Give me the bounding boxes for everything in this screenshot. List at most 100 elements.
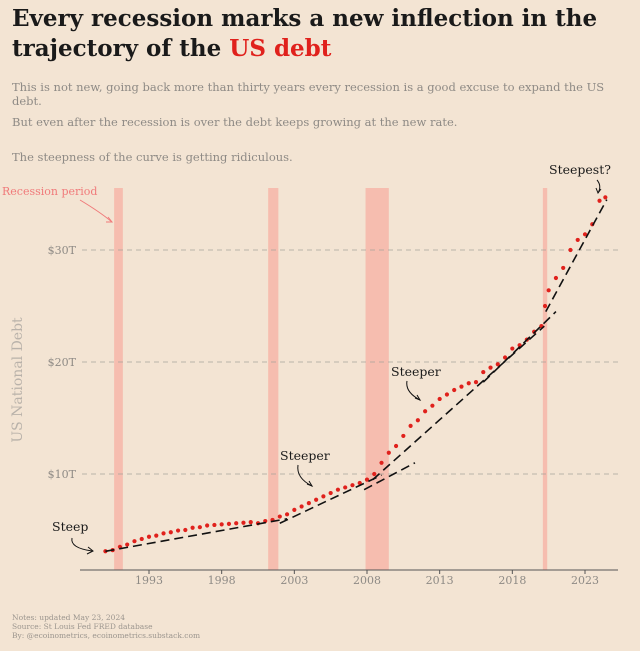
data-point (459, 384, 464, 389)
trend-line-4 (372, 325, 545, 481)
data-point (568, 247, 573, 253)
data-point (582, 232, 588, 237)
data-point (219, 522, 224, 527)
y-axis-ticks: $10T $20T $30T (48, 244, 77, 481)
data-point (161, 531, 166, 536)
x-tick-label: 2018 (498, 574, 526, 587)
annotation-steep-arrowhead (86, 546, 94, 555)
data-point (197, 525, 202, 530)
data-point (401, 433, 406, 439)
annotation-steeper-1-arrowhead (306, 480, 314, 488)
recession-band-3 (365, 188, 389, 570)
notes-source: Source: St Louis Fed FRED database (12, 622, 153, 631)
x-tick-label: 1993 (135, 574, 163, 587)
y-tick-label: $20T (48, 356, 77, 369)
data-point (473, 380, 479, 385)
y-tick-label: $10T (48, 468, 77, 481)
subtitle-3: The steepness of the curve is getting ri… (12, 150, 293, 164)
data-point (437, 396, 442, 402)
trend-line-5 (482, 311, 557, 383)
annotation-steeper-1: Steeper (280, 448, 330, 463)
y-tick-label: $30T (48, 244, 77, 257)
trend-line-3 (363, 462, 416, 491)
data-point (146, 534, 152, 539)
data-point (343, 485, 348, 490)
data-point (168, 530, 173, 535)
annotation-steeper-2-arrowhead (414, 394, 422, 402)
data-point (306, 501, 311, 506)
data-point (328, 490, 333, 496)
data-point (350, 483, 355, 488)
data-point (125, 542, 130, 547)
data-point (335, 487, 341, 492)
x-tick-label: 2008 (353, 574, 381, 587)
data-point (190, 525, 195, 530)
recession-band-1 (114, 188, 123, 570)
title-text: Every recession marks a new inflection i… (12, 5, 598, 62)
grid-lines (82, 249, 618, 475)
data-point (386, 450, 391, 455)
data-point (321, 494, 326, 499)
data-point (132, 539, 137, 544)
data-point (444, 392, 450, 397)
trend-line-2 (279, 474, 382, 525)
data-point (372, 471, 377, 477)
data-point (423, 409, 428, 414)
notes-author: By: @ecoinometrics, ecoinometrics.substa… (12, 631, 201, 640)
x-axis-ticks: 1993 1998 2003 2008 2013 2018 2023 (135, 570, 599, 587)
data-point (495, 362, 500, 367)
data-point (488, 365, 493, 370)
data-point (575, 237, 580, 243)
data-point (597, 198, 602, 203)
recession-label-arrow (79, 199, 113, 223)
data-point (481, 369, 486, 375)
trend-line-1 (105, 518, 288, 553)
data-point (234, 521, 239, 526)
recession-band-2 (268, 188, 279, 570)
data-point (299, 504, 304, 509)
data-point (139, 536, 144, 542)
trend-lines (105, 199, 608, 553)
data-point (502, 355, 508, 360)
data-point (510, 346, 515, 351)
data-point (553, 275, 559, 281)
trend-line-6 (545, 199, 608, 312)
chart-title: Every recession marks a new inflection i… (12, 4, 632, 64)
data-point (415, 418, 420, 423)
data-point (466, 381, 471, 386)
data-point (542, 303, 548, 309)
data-point (314, 497, 319, 502)
annotation-steeper-2: Steeper (391, 364, 441, 379)
data-point (408, 423, 413, 428)
data-point (292, 507, 297, 512)
annotation-steepest: Steepest? (549, 162, 611, 177)
recession-bands (114, 188, 548, 570)
data-point (357, 480, 362, 486)
data-point (175, 528, 181, 533)
data-point (277, 514, 282, 519)
data-point (561, 265, 566, 271)
data-point (205, 523, 210, 528)
data-point (546, 288, 551, 293)
y-axis-label: US National Debt (10, 317, 26, 443)
x-tick-label: 1998 (208, 574, 236, 587)
data-point (284, 512, 290, 517)
data-point (212, 522, 217, 528)
title-highlight: US debt (229, 35, 332, 62)
x-tick-label: 2013 (426, 574, 454, 587)
data-point (517, 343, 522, 348)
data-points (103, 195, 608, 554)
data-point (226, 521, 232, 526)
data-point (154, 533, 159, 538)
recession-band-4 (542, 188, 548, 570)
data-point (430, 403, 435, 408)
notes-updated: Notes: updated May 23, 2024 (12, 613, 126, 622)
data-point (183, 527, 188, 533)
subtitle-2: But even after the recession is over the… (12, 115, 458, 129)
x-tick-label: 2003 (280, 574, 308, 587)
chart-notes: Notes: updated May 23, 2024 Source: St L… (12, 613, 200, 640)
data-point (241, 520, 246, 525)
annotation-steep-arrow (71, 537, 93, 552)
subtitle-1: This is not new, going back more than th… (12, 80, 605, 108)
recession-label-arrowhead (106, 216, 114, 223)
